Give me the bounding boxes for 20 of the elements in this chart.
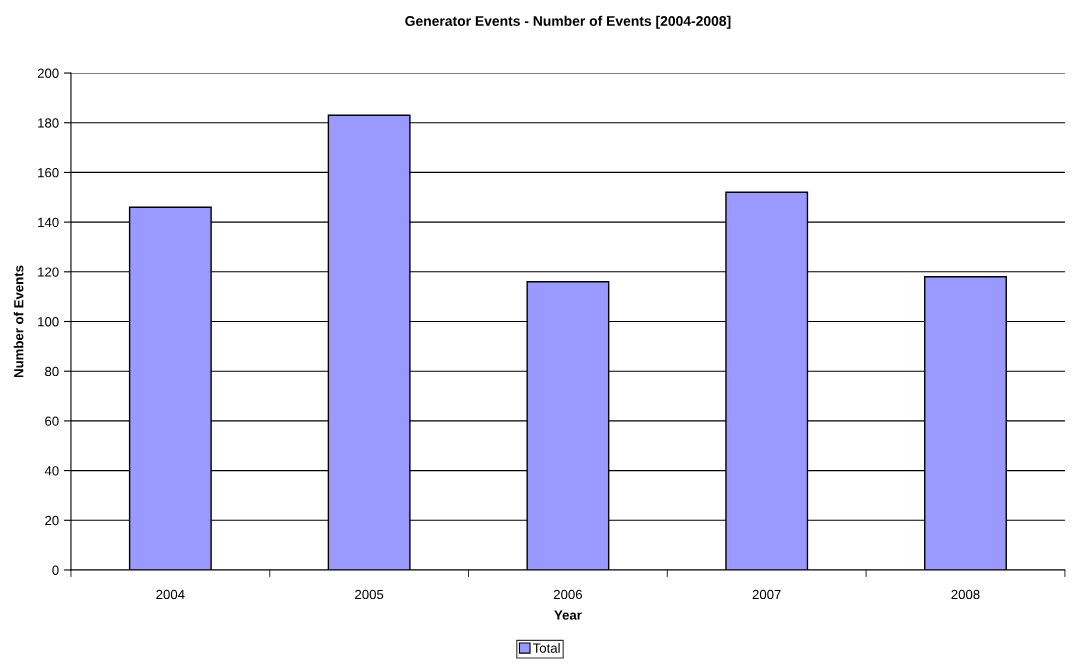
y-tick-label: 180 [38, 118, 59, 128]
y-tick-label: 100 [38, 317, 59, 327]
y-tick-label: 140 [38, 217, 59, 228]
y-tick-label: 200 [37, 68, 59, 78]
y-tick-label: 20 [45, 515, 59, 526]
legend-label: Total [532, 643, 560, 653]
y-tick-label: 80 [45, 366, 59, 377]
x-tick-label: 2007 [752, 589, 781, 600]
y-tick-label: 160 [38, 168, 59, 178]
y-tick-label: 0 [52, 565, 59, 575]
y-tick-label: 120 [38, 267, 59, 277]
x-axis-title: Year [554, 610, 582, 620]
y-tick-label: 60 [45, 416, 59, 426]
x-tick-label: 2008 [951, 589, 980, 600]
y-axis-title: Number of Events [13, 265, 24, 378]
chart-title: Generator Events - Number of Events [2004-2008] [405, 15, 731, 29]
x-tick-label: 2006 [553, 589, 583, 600]
x-tick-label: 2004 [156, 589, 185, 600]
y-tick-label: 40 [44, 466, 59, 476]
x-tick-label: 2005 [355, 589, 384, 600]
